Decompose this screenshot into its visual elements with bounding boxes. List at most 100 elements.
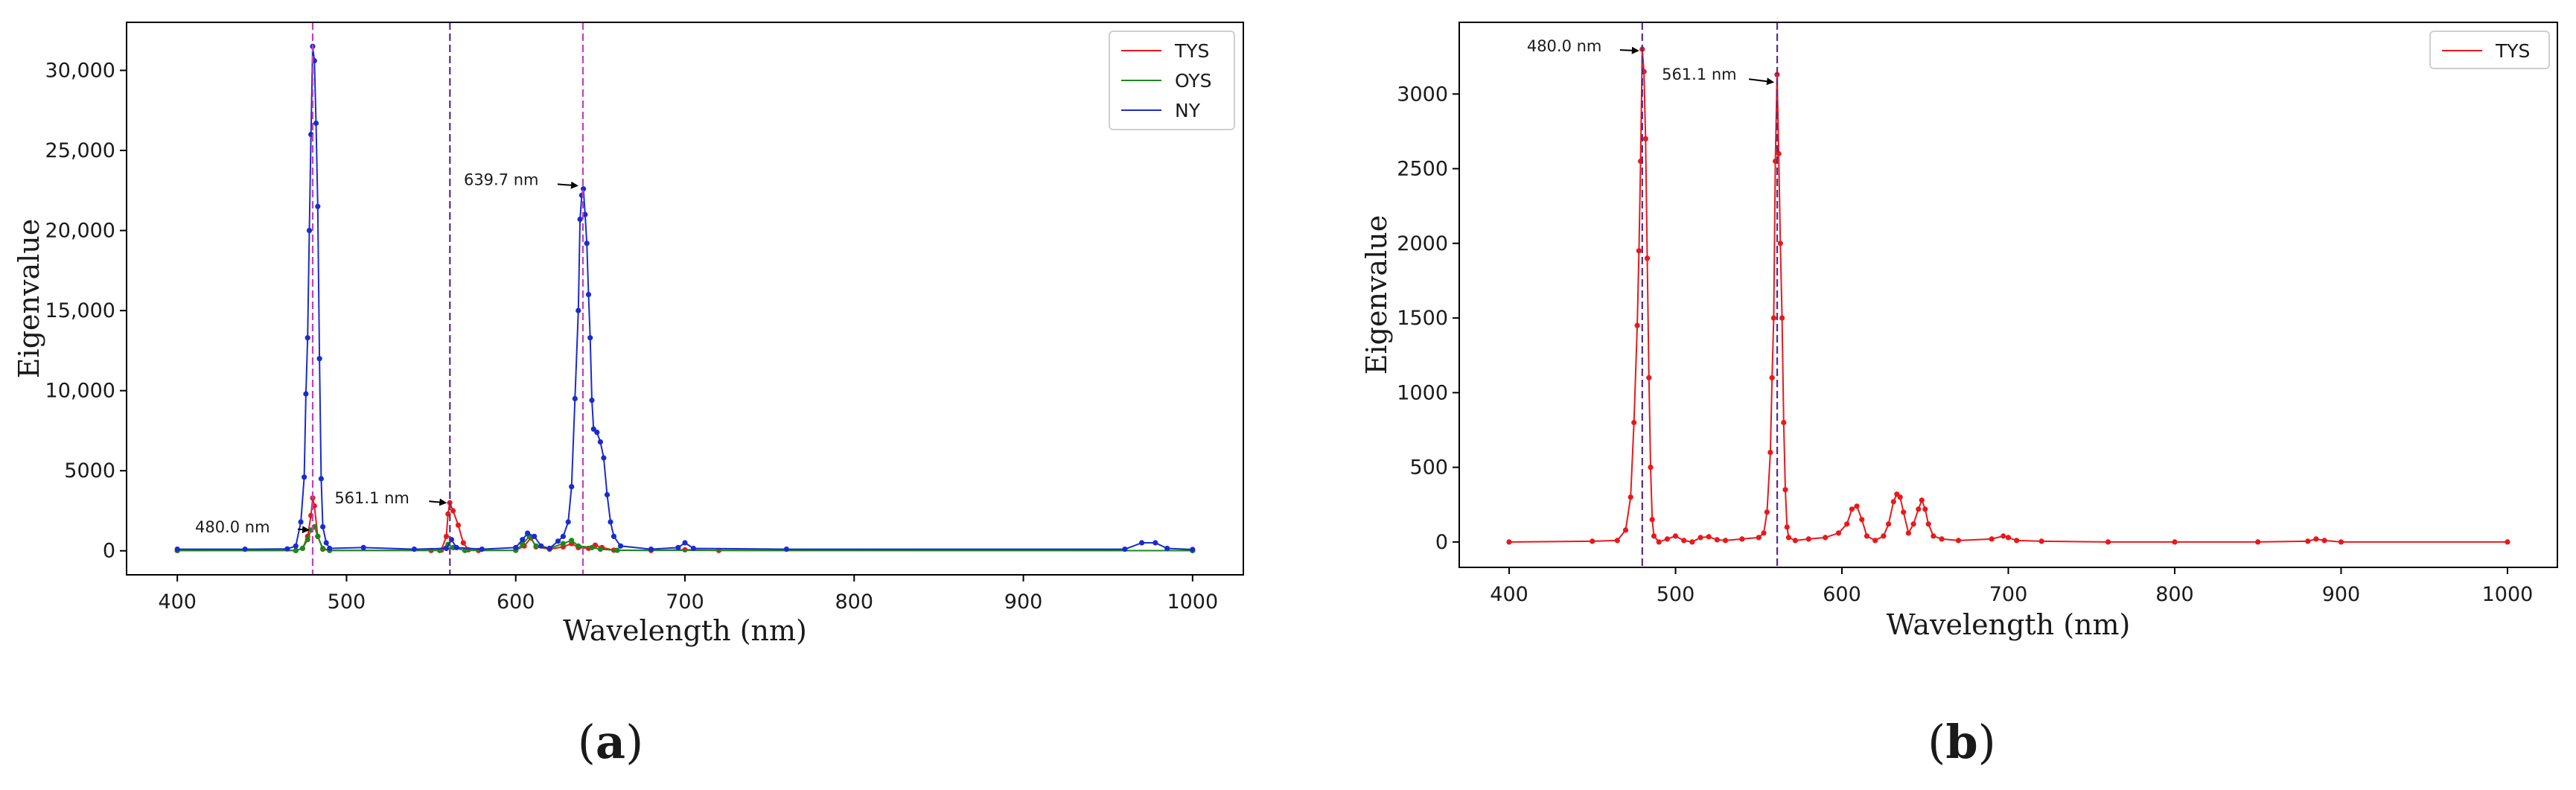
data-point bbox=[585, 292, 592, 298]
data-point bbox=[1939, 536, 1945, 542]
data-point bbox=[648, 547, 654, 552]
data-point bbox=[532, 533, 538, 540]
data-point bbox=[560, 533, 567, 540]
legend-box bbox=[2429, 31, 2550, 69]
panel-label-open: ( bbox=[578, 715, 596, 769]
x-tick-label: 600 bbox=[1823, 583, 1861, 606]
data-point bbox=[1627, 494, 1633, 500]
data-point bbox=[2505, 539, 2510, 545]
data-point bbox=[1723, 538, 1729, 544]
data-point bbox=[174, 547, 180, 552]
data-point bbox=[1823, 535, 1829, 541]
data-point bbox=[1714, 537, 1720, 543]
data-point bbox=[1770, 315, 1776, 321]
data-point bbox=[675, 544, 681, 551]
data-point bbox=[1506, 539, 1512, 545]
data-point bbox=[1756, 535, 1762, 541]
series-line-ny bbox=[177, 46, 1193, 550]
data-point bbox=[1642, 136, 1648, 141]
data-point bbox=[1890, 499, 1896, 505]
data-point bbox=[1864, 533, 1870, 539]
data-point bbox=[1664, 536, 1670, 542]
data-point bbox=[1649, 517, 1655, 523]
data-point bbox=[1805, 536, 1811, 542]
data-point bbox=[1785, 535, 1792, 541]
legend-label-oys: OYS bbox=[1175, 70, 1211, 92]
data-point bbox=[597, 439, 604, 445]
data-point bbox=[582, 211, 588, 217]
x-tick-label: 500 bbox=[1657, 583, 1695, 606]
data-point bbox=[1897, 494, 1903, 500]
data-point bbox=[2172, 539, 2178, 545]
data-point bbox=[302, 474, 307, 480]
data-point bbox=[2305, 538, 2311, 544]
data-point bbox=[560, 541, 567, 547]
data-point bbox=[1931, 533, 1936, 539]
data-point bbox=[1849, 506, 1855, 512]
data-point bbox=[299, 545, 305, 552]
peak-annotation: 480.0 nm bbox=[1527, 37, 1602, 55]
data-point bbox=[450, 508, 456, 514]
data-point bbox=[618, 543, 624, 549]
y-tick-label: 5000 bbox=[64, 459, 115, 482]
annotation-arrow bbox=[1619, 46, 1639, 54]
data-point bbox=[1681, 538, 1687, 544]
data-point bbox=[1622, 527, 1629, 533]
data-point bbox=[462, 547, 468, 553]
data-point bbox=[320, 523, 326, 530]
data-point bbox=[1139, 540, 1145, 546]
data-point bbox=[1854, 503, 1860, 509]
data-point bbox=[305, 335, 310, 341]
data-point bbox=[513, 544, 519, 551]
data-point bbox=[411, 547, 418, 552]
legend: TYS OYS NY bbox=[1109, 31, 1235, 130]
x-tick-label: 1000 bbox=[2482, 583, 2534, 606]
data-point bbox=[284, 546, 290, 552]
panel-label: (b) bbox=[1928, 715, 1996, 769]
data-point bbox=[242, 547, 248, 552]
x-tick-label: 700 bbox=[666, 590, 704, 614]
y-axis-label: Eigenvalue bbox=[13, 219, 45, 378]
data-point bbox=[453, 544, 459, 551]
data-point bbox=[587, 335, 593, 341]
data-point bbox=[601, 455, 607, 461]
y-tick-label: 25,000 bbox=[45, 139, 115, 162]
data-point bbox=[597, 547, 604, 552]
data-point bbox=[590, 426, 596, 432]
data-point bbox=[576, 308, 581, 313]
data-point bbox=[318, 476, 324, 482]
data-point bbox=[614, 547, 620, 553]
data-point bbox=[533, 543, 539, 549]
data-point bbox=[604, 491, 610, 498]
x-tick-label: 500 bbox=[328, 590, 366, 614]
data-point bbox=[1646, 375, 1652, 380]
annotation-arrow bbox=[297, 526, 310, 534]
data-point bbox=[2338, 539, 2344, 545]
y-tick-label: 1000 bbox=[1397, 381, 1448, 404]
panel-label-letter: a bbox=[596, 715, 625, 769]
peak-annotation: 480.0 nm bbox=[195, 518, 270, 536]
y-axis-label: Eigenvalue bbox=[1360, 215, 1393, 375]
series-tys bbox=[1506, 46, 2510, 545]
data-point bbox=[1919, 497, 1925, 503]
legend-label-tys: TYS bbox=[1174, 40, 1209, 62]
data-point bbox=[316, 356, 322, 362]
data-point bbox=[589, 544, 595, 551]
data-point bbox=[555, 538, 561, 544]
data-point bbox=[608, 519, 613, 525]
data-point bbox=[1782, 487, 1788, 493]
data-point bbox=[2038, 538, 2044, 544]
data-point bbox=[1881, 533, 1887, 539]
data-point bbox=[1781, 419, 1787, 426]
data-point bbox=[1651, 533, 1657, 539]
x-tick-label: 700 bbox=[1989, 583, 2028, 606]
annotation-arrow bbox=[429, 498, 447, 506]
data-point bbox=[1706, 534, 1712, 540]
data-point bbox=[1925, 521, 1931, 527]
data-point bbox=[1835, 530, 1842, 536]
y-tick-label: 2500 bbox=[1397, 158, 1448, 181]
data-point bbox=[577, 216, 583, 223]
legend-box bbox=[1109, 31, 1235, 130]
annotation-arrow bbox=[557, 181, 578, 189]
